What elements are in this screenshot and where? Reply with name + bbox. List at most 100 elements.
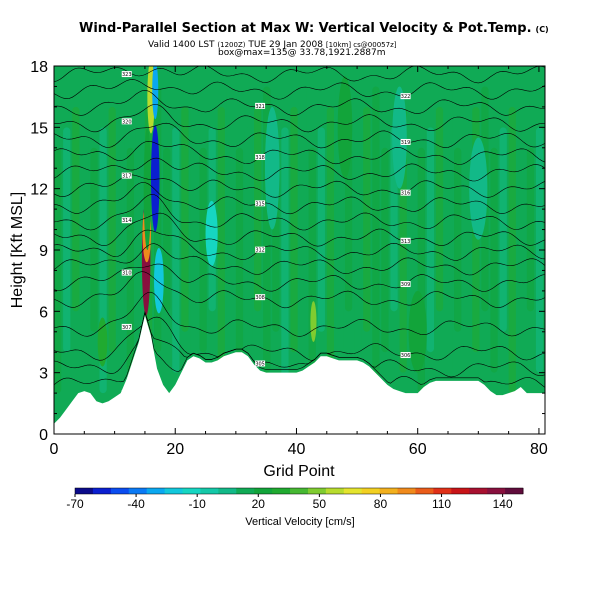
isentrope-label: 309 bbox=[401, 282, 411, 288]
colorbar-swatch bbox=[325, 488, 345, 494]
field-stripe bbox=[499, 127, 507, 332]
isentrope-line bbox=[54, 212, 545, 247]
isentrope-label: 317 bbox=[122, 174, 132, 180]
field-stripe bbox=[463, 127, 471, 394]
field-stripe bbox=[181, 106, 189, 332]
isentrope-label: 308 bbox=[255, 295, 265, 301]
velocity-feature bbox=[337, 76, 353, 179]
isentrope-line bbox=[54, 157, 545, 182]
colorbar-swatch bbox=[110, 488, 130, 494]
isentrope-label: 315 bbox=[255, 201, 265, 207]
isentrope-label-box bbox=[121, 217, 132, 224]
isentrope-label: 307 bbox=[122, 325, 132, 331]
isentrope-label-box bbox=[121, 118, 132, 125]
isentrope-label: 319 bbox=[401, 140, 411, 146]
colorbar-swatch bbox=[236, 488, 255, 494]
x-tick-label: 80 bbox=[530, 441, 548, 458]
field-stripe bbox=[126, 147, 135, 373]
field-stripe bbox=[363, 106, 371, 332]
axes: 0 20 40 60 80 0 3 6 9 12 15 18 bbox=[30, 59, 548, 458]
y-tick-label: 9 bbox=[39, 243, 48, 260]
isentrope-label-box bbox=[121, 71, 132, 78]
field-stripe bbox=[454, 147, 462, 332]
y-tick-label: 18 bbox=[30, 59, 48, 76]
isentrope-label-box bbox=[121, 323, 132, 330]
isentrope-label-box bbox=[121, 269, 132, 276]
field-stripe bbox=[244, 127, 253, 353]
isentrope-line bbox=[54, 182, 545, 215]
isentrope-line bbox=[54, 104, 545, 133]
field-stripe bbox=[290, 106, 298, 353]
colorbar-swatch bbox=[218, 488, 237, 494]
isentrope-line bbox=[54, 79, 545, 100]
velocity-feature bbox=[205, 200, 218, 267]
isentrope-label: 306 bbox=[401, 353, 411, 359]
colorbar-swatch bbox=[272, 488, 291, 494]
colorbar-swatch bbox=[254, 488, 273, 494]
colorbar-tick-label: -70 bbox=[66, 497, 84, 511]
velocity-feature bbox=[469, 137, 488, 240]
field-stripe bbox=[526, 147, 535, 312]
isentrope-label: 305 bbox=[255, 361, 265, 367]
x-axis-label: Grid Point bbox=[263, 463, 335, 480]
colorbar-swatch bbox=[307, 488, 327, 494]
colorbar-swatch bbox=[451, 488, 470, 494]
field-stripe bbox=[235, 147, 244, 394]
isentrope-label-box bbox=[255, 200, 266, 207]
isentrope-label-box bbox=[255, 294, 266, 301]
velocity-feature bbox=[97, 317, 108, 367]
field-stripe bbox=[63, 127, 71, 353]
colorbar-tick-label: 110 bbox=[432, 497, 451, 511]
field-stripe bbox=[317, 127, 325, 332]
y-tick-label: 0 bbox=[39, 427, 48, 444]
isentrope-line bbox=[54, 271, 545, 309]
field-stripe bbox=[108, 106, 116, 353]
isentrope-label: 316 bbox=[401, 191, 411, 197]
colorbar-swatch bbox=[469, 488, 488, 494]
field-stripe bbox=[90, 147, 98, 332]
field-stripe bbox=[426, 127, 435, 353]
terrain bbox=[54, 315, 545, 434]
colorbar-swatch bbox=[92, 488, 112, 494]
velocity-feature bbox=[150, 125, 160, 232]
colorbar-swatch bbox=[505, 488, 524, 494]
velocity-feature bbox=[152, 66, 159, 120]
field-stripe bbox=[435, 106, 444, 312]
field-stripe bbox=[81, 86, 89, 373]
colorbar-swatch bbox=[290, 488, 309, 494]
colorbar: -70 -40 -10 20 50 80 110 140 bbox=[66, 487, 524, 511]
colorbar-swatch bbox=[182, 488, 201, 494]
colorbar-swatch bbox=[200, 488, 219, 494]
field-stripe bbox=[172, 127, 180, 373]
colorbar-swatch bbox=[415, 488, 434, 494]
isentrope-line bbox=[54, 229, 545, 261]
field-stripe bbox=[354, 127, 362, 373]
isentrope-label-box bbox=[400, 237, 411, 244]
y-tick-label: 6 bbox=[39, 304, 48, 321]
isentrope-line bbox=[54, 243, 545, 276]
field-stripe bbox=[226, 86, 235, 332]
colorbar-tick-label: -40 bbox=[127, 497, 145, 511]
isentrope-label: 313 bbox=[401, 239, 411, 245]
field-stripe bbox=[381, 147, 389, 353]
isentrope-line bbox=[54, 174, 545, 198]
isentrope-line bbox=[54, 311, 545, 361]
isentrope-label: 312 bbox=[255, 248, 265, 254]
isentrope-label-box bbox=[400, 352, 411, 359]
colorbar-swatch bbox=[397, 488, 416, 494]
colorbar-swatch bbox=[487, 488, 506, 494]
isentrope-label-box bbox=[400, 93, 411, 100]
isentrope-line bbox=[54, 263, 545, 292]
isentrope-label: 318 bbox=[255, 155, 265, 161]
colorbar-swatch bbox=[128, 488, 148, 494]
isentrope-label-box bbox=[255, 102, 266, 109]
velocity-feature bbox=[264, 106, 280, 230]
field-stripe bbox=[517, 86, 525, 353]
colorbar-tick-label: 80 bbox=[374, 497, 388, 511]
isentrope-line bbox=[54, 89, 545, 117]
y-tick-label: 12 bbox=[30, 182, 48, 199]
isentrope-label-box bbox=[400, 189, 411, 196]
velocity-feature bbox=[408, 290, 427, 373]
velocity-features bbox=[97, 66, 488, 373]
isentrope-label-box bbox=[255, 153, 266, 160]
